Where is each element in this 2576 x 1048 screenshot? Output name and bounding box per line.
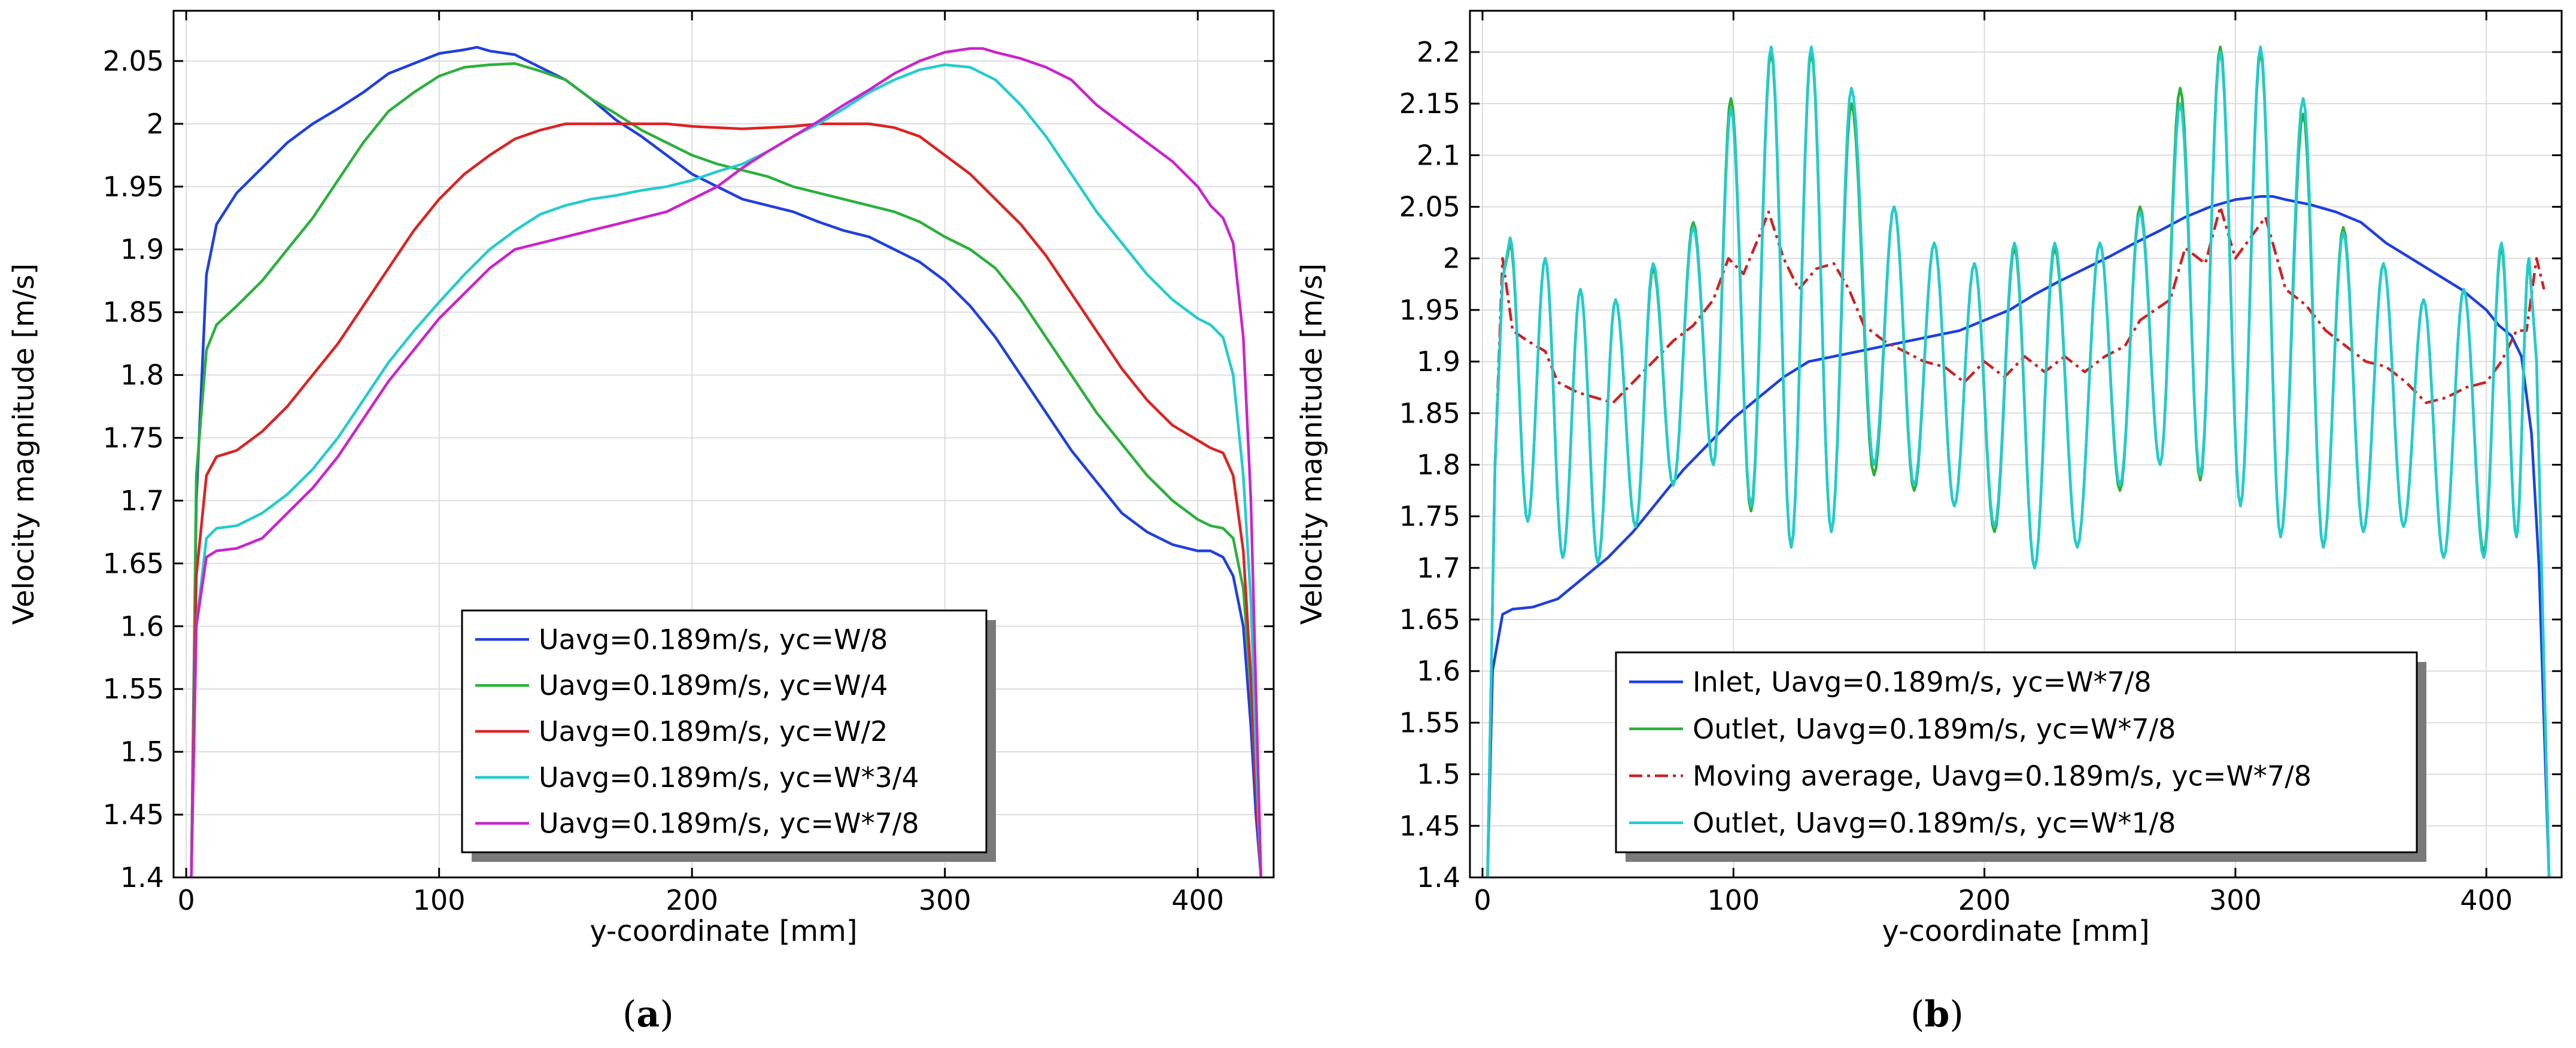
- chart-a-y-tick-label-12: 2: [147, 108, 164, 140]
- chart-b-y-tick-label-14: 2.1: [1417, 139, 1460, 171]
- panel-label-b-open: (: [1910, 994, 1925, 1035]
- chart-b-y-tick-label-6: 1.7: [1417, 552, 1460, 584]
- chart-a-legend-label-1: Uavg=0.189m/s, yc=W/4: [539, 669, 888, 701]
- chart-b-legend-label-3: Outlet, Uavg=0.189m/s, yc=W*1/8: [1693, 807, 2176, 839]
- panel-label-a-open: (: [622, 994, 637, 1035]
- chart-a-x-axis-title: y-coordinate [mm]: [590, 915, 857, 948]
- chart-b-y-tick-label-1: 1.45: [1399, 810, 1460, 842]
- chart-a-legend-label-4: Uavg=0.189m/s, yc=W*7/8: [539, 807, 919, 840]
- chart-a-y-tick-label-11: 1.95: [103, 171, 164, 203]
- chart-a-y-tick-label-6: 1.7: [120, 484, 164, 517]
- chart-a-x-tick-label-1: 100: [413, 884, 466, 916]
- chart-a-x-tick-label-3: 300: [919, 884, 971, 916]
- chart-a-series-line-uavg-0-189m-s-yc-w-8: [190, 45, 1263, 877]
- chart-b-legend-box: [1615, 651, 2418, 853]
- chart-a-series-line-uavg-0-189m-s-yc-w-2: [190, 122, 1263, 877]
- panel-label-b-letter: b: [1924, 994, 1950, 1035]
- panel-label-b: (b): [1910, 994, 1964, 1035]
- chart-b-legend-label-2: Moving average, Uavg=0.189m/s, yc=W*7/8: [1693, 760, 2311, 792]
- chart-b-x-tick-label-4: 400: [2460, 884, 2513, 916]
- chart-b-y-tick-label-11: 1.95: [1399, 294, 1460, 326]
- chart-a-series-line-uavg-0-189m-s-yc-w-3-4: [190, 63, 1263, 877]
- chart-a-legend-label-2: Uavg=0.189m/s, yc=W/2: [539, 715, 888, 748]
- chart-b-y-tick-label-15: 2.15: [1399, 87, 1460, 120]
- chart-b-x-axis-title: y-coordinate [mm]: [1882, 915, 2149, 948]
- panel-label-b-close: ): [1949, 994, 1964, 1035]
- chart-b-x-tick-label-2: 200: [1958, 884, 2011, 916]
- chart-b-y-tick-label-10: 1.9: [1417, 345, 1460, 378]
- chart-b-x-tick-label-0: 0: [1474, 884, 1491, 916]
- chart-a-series-group: [190, 45, 1263, 877]
- chart-b-y-tick-label-4: 1.6: [1417, 655, 1460, 687]
- chart-b-y-axis-title: Velocity magnitude [m/s]: [1295, 263, 1329, 625]
- chart-a-legend-label-3: Uavg=0.189m/s, yc=W*3/4: [539, 761, 919, 794]
- chart-b-legend-label-1: Outlet, Uavg=0.189m/s, yc=W*7/8: [1693, 713, 2176, 745]
- chart-a-y-tick-label-7: 1.75: [103, 422, 164, 454]
- chart-a-y-tick-label-13: 2.05: [103, 45, 164, 77]
- chart-b-series-line-outlet-uavg-0-189m-s-yc-w-1-8: [1486, 45, 2551, 877]
- chart-a-y-tick-label-9: 1.85: [103, 296, 164, 329]
- chart-a-y-tick-label-8: 1.8: [120, 359, 164, 391]
- figure-panel-a: 0 100 200 300 400 1.4 1.45 1.5 1.55 1.6 1.65 1.7 1.7…: [7, 10, 1275, 1035]
- chart-a-y-tick-label-1: 1.45: [103, 798, 164, 831]
- chart-b-y-tick-label-9: 1.85: [1399, 397, 1460, 429]
- chart-a-y-tick-label-3: 1.55: [103, 673, 164, 705]
- chart-a-y-tick-label-5: 1.65: [103, 547, 164, 579]
- chart-a: 0 100 200 300 400 1.4 1.45 1.5 1.55 1.6 1.65 1.7 1.7…: [7, 10, 1275, 948]
- chart-b-axes-frame: [1469, 10, 2563, 879]
- chart-a-x-tick-label-0: 0: [177, 884, 195, 916]
- chart-b-series-group: [1486, 45, 2551, 877]
- chart-b-x-tick-label-1: 100: [1707, 884, 1760, 916]
- chart-a-series-line-uavg-0-189m-s-yc-w-7-8: [190, 47, 1263, 877]
- chart-b-y-tick-label-5: 1.65: [1399, 603, 1460, 636]
- chart-b-y-tick-label-12: 2: [1443, 242, 1460, 275]
- chart-a-y-axis-title: Velocity magnitude [m/s]: [7, 263, 41, 625]
- chart-b-y-tick-label-8: 1.8: [1417, 448, 1460, 481]
- chart-a-y-tick-label-0: 1.4: [120, 861, 164, 894]
- chart-b-y-tick-label-3: 1.55: [1399, 706, 1460, 739]
- chart-a-legend-label-0: Uavg=0.189m/s, yc=W/8: [539, 623, 888, 655]
- chart-a-x-tick-label-2: 200: [666, 884, 718, 916]
- chart-b-y-tick-label-16: 2.2: [1417, 36, 1460, 68]
- chart-b: 0 100 200 300 400 1.4 1.45 1.5 1.55 1.6 1.65 1.7 1.7…: [1295, 10, 2563, 948]
- chart-b-y-tick-label-7: 1.75: [1399, 500, 1460, 533]
- panel-label-a: (a): [622, 994, 674, 1035]
- chart-a-y-tick-label-10: 1.9: [120, 233, 164, 266]
- chart-b-y-tick-label-13: 2.05: [1399, 191, 1460, 223]
- chart-b-x-tick-label-3: 300: [2209, 884, 2262, 916]
- chart-a-series-line-uavg-0-189m-s-yc-w-4: [190, 62, 1263, 877]
- chart-b-y-tick-label-0: 1.4: [1417, 861, 1460, 894]
- chart-a-x-tick-label-4: 400: [1171, 884, 1224, 916]
- panel-label-a-close: ): [660, 994, 674, 1035]
- chart-a-y-tick-label-2: 1.5: [120, 736, 164, 768]
- chart-a-y-tick-label-4: 1.6: [120, 610, 164, 642]
- chart-a-axes-frame: [172, 10, 1275, 879]
- chart-b-y-tick-label-2: 1.5: [1417, 758, 1460, 791]
- panel-label-a-letter: a: [636, 994, 660, 1035]
- figure-panel-b: 0 100 200 300 400 1.4 1.45 1.5 1.55 1.6 1.65 1.7 1.7…: [1288, 0, 2576, 1048]
- chart-a-legend-box: [461, 609, 988, 853]
- chart-b-legend-label-0: Inlet, Uavg=0.189m/s, yc=W*7/8: [1693, 666, 2152, 698]
